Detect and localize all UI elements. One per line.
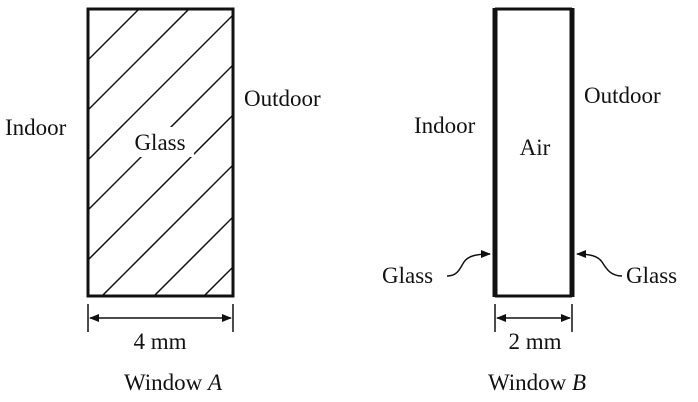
window-a-material-label: Glass [134, 130, 185, 155]
window-b-thickness-dimension [494, 304, 573, 332]
window-b-indoor-label: Indoor [414, 113, 476, 138]
window-b-air-gap [495, 9, 572, 296]
window-a-glass-pane [86, 7, 235, 298]
window-a-label-backdrop [126, 127, 194, 157]
window-a-caption: Window A [124, 370, 223, 395]
window-a-thickness-dimension [87, 304, 234, 332]
window-b-right-glass-label: Glass [626, 263, 677, 288]
window-b: Air Indoor Outdoor Glass Glass 2 mm Wind… [382, 7, 677, 395]
window-a-glass-hatching [88, 9, 233, 296]
window-b-outdoor-label: Outdoor [584, 83, 661, 108]
window-b-left-glass-label: Glass [382, 263, 433, 288]
window-a-indoor-label: Indoor [5, 115, 67, 140]
window-b-right-glass-leader [576, 250, 623, 277]
window-b-caption: Window B [488, 370, 586, 395]
window-b-gap-label: Air [520, 135, 551, 160]
window-a: Glass Indoor Outdoor 4 mm Window A [5, 7, 321, 395]
window-a-outdoor-label: Outdoor [244, 86, 321, 111]
window-b-left-glass-leader [446, 250, 491, 277]
window-b-thickness-label: 2 mm [508, 329, 561, 354]
window-a-thickness-label: 4 mm [133, 329, 186, 354]
